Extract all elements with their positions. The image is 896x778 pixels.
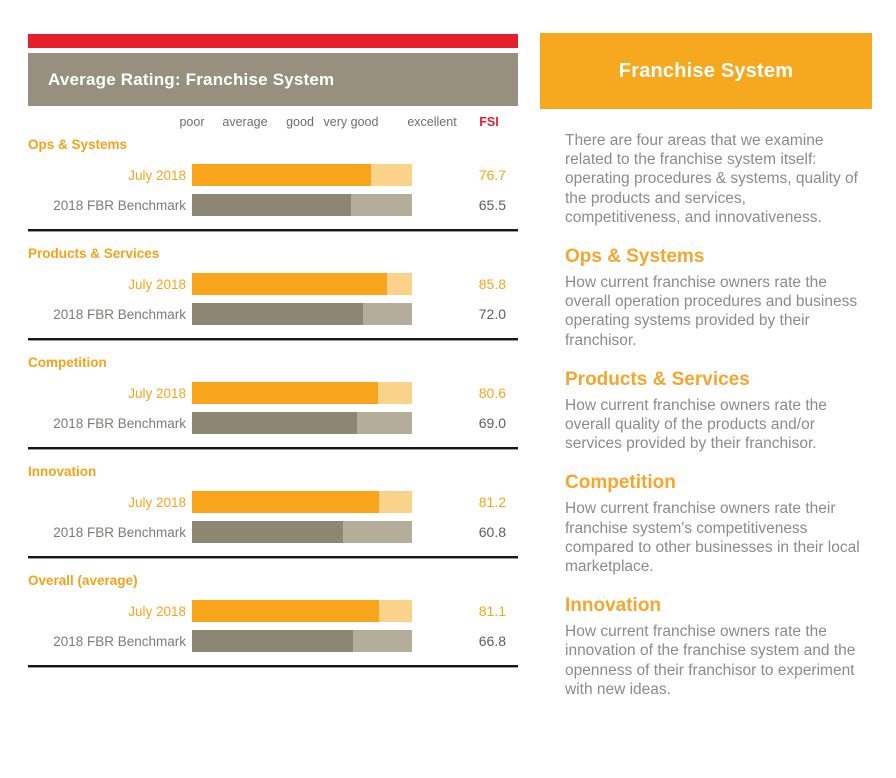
section-divider bbox=[28, 665, 518, 668]
category-heading: Products & Services bbox=[28, 246, 160, 261]
panel-title: Franchise System bbox=[618, 59, 794, 82]
bar-row-benchmark: 2018 FBR Benchmark 72.0 bbox=[28, 303, 518, 325]
series-label: July 2018 bbox=[128, 603, 186, 619]
section-divider bbox=[28, 447, 518, 450]
section-heading-ops-systems: Ops & Systems bbox=[565, 246, 705, 268]
bar-value bbox=[192, 491, 379, 513]
section-divider bbox=[28, 556, 518, 559]
bar-value bbox=[192, 600, 379, 622]
section-text-competition: How current franchise owners rate their … bbox=[565, 500, 860, 575]
bar-value bbox=[192, 521, 343, 543]
bar-track bbox=[192, 521, 412, 543]
bar-row-benchmark: 2018 FBR Benchmark 66.8 bbox=[28, 630, 518, 652]
bar-track bbox=[192, 412, 412, 434]
rating-chart-panel: Average Rating: Franchise System poor av… bbox=[28, 34, 518, 678]
description-panel: Franchise System There are four areas th… bbox=[540, 33, 872, 699]
axis-label-fsi: FSI bbox=[479, 115, 499, 129]
bar-value bbox=[192, 412, 358, 434]
bar-track bbox=[192, 382, 412, 404]
section-heading-competition: Competition bbox=[565, 472, 676, 494]
panel-body: There are four areas that we examine rel… bbox=[540, 109, 872, 699]
chart-section-overall: Overall (average) July 2018 81.1 2018 FB… bbox=[28, 569, 518, 678]
fsi-value: 81.2 bbox=[478, 494, 506, 510]
bar-value bbox=[192, 303, 363, 325]
series-label: July 2018 bbox=[128, 385, 186, 401]
bar-track bbox=[192, 491, 412, 513]
red-accent-bar bbox=[28, 34, 518, 48]
bar-track bbox=[192, 630, 412, 652]
fsi-value: 76.7 bbox=[478, 167, 506, 183]
bar-track bbox=[192, 194, 412, 216]
axis-label-excellent: excellent bbox=[407, 115, 457, 129]
bar-row-july: July 2018 81.2 bbox=[28, 491, 518, 513]
bar-row-july: July 2018 80.6 bbox=[28, 382, 518, 404]
series-label: 2018 FBR Benchmark bbox=[53, 524, 186, 540]
chart-section-ops-systems: Ops & Systems July 2018 76.7 2018 FBR Be… bbox=[28, 133, 518, 242]
axis-label-good: good bbox=[286, 115, 314, 129]
bar-value bbox=[192, 273, 387, 295]
bar-row-benchmark: 2018 FBR Benchmark 65.5 bbox=[28, 194, 518, 216]
chart-section-innovation: Innovation July 2018 81.2 2018 FBR Bench… bbox=[28, 460, 518, 569]
series-label: July 2018 bbox=[128, 167, 186, 183]
axis-labels-row: poor average good very good excellent FS… bbox=[28, 113, 518, 133]
bar-track bbox=[192, 273, 412, 295]
chart-section-products-services: Products & Services July 2018 85.8 2018 … bbox=[28, 242, 518, 351]
bar-row-july: July 2018 81.1 bbox=[28, 600, 518, 622]
bar-row-benchmark: 2018 FBR Benchmark 69.0 bbox=[28, 412, 518, 434]
bar-track bbox=[192, 600, 412, 622]
chart-title: Average Rating: Franchise System bbox=[48, 69, 335, 89]
bar-row-july: July 2018 85.8 bbox=[28, 273, 518, 295]
fsi-value: 69.0 bbox=[478, 415, 506, 431]
axis-label-average: average bbox=[222, 115, 268, 129]
fsi-value: 65.5 bbox=[478, 197, 506, 213]
fsi-value: 80.6 bbox=[478, 385, 506, 401]
category-heading: Innovation bbox=[28, 464, 97, 479]
section-divider bbox=[28, 229, 518, 232]
bar-value bbox=[192, 630, 354, 652]
section-text-ops-systems: How current franchise owners rate the ov… bbox=[565, 273, 858, 349]
bar-value bbox=[192, 382, 378, 404]
series-label: 2018 FBR Benchmark bbox=[53, 415, 186, 431]
series-label: July 2018 bbox=[128, 276, 186, 292]
axis-label-poor: poor bbox=[179, 115, 205, 129]
section-text-innovation: How current franchise owners rate the in… bbox=[565, 623, 856, 698]
series-label: 2018 FBR Benchmark bbox=[53, 197, 186, 213]
fsi-value: 81.1 bbox=[478, 603, 506, 619]
fsi-value: 66.8 bbox=[478, 633, 506, 649]
series-label: July 2018 bbox=[128, 494, 186, 510]
section-heading-innovation: Innovation bbox=[565, 595, 662, 617]
category-heading: Competition bbox=[28, 355, 107, 370]
intro-paragraph: There are four areas that we examine rel… bbox=[565, 132, 858, 226]
bar-value bbox=[192, 194, 352, 216]
category-heading: Overall (average) bbox=[28, 573, 138, 588]
category-heading: Ops & Systems bbox=[28, 137, 128, 152]
axis-label-very-good: very good bbox=[323, 115, 379, 129]
section-heading-products-services: Products & Services bbox=[565, 368, 750, 390]
fsi-value: 72.0 bbox=[478, 306, 506, 322]
bar-row-benchmark: 2018 FBR Benchmark 60.8 bbox=[28, 521, 518, 543]
section-divider bbox=[28, 338, 518, 341]
bar-track bbox=[192, 164, 412, 186]
section-text-products-services: How current franchise owners rate the ov… bbox=[565, 396, 827, 453]
chart-title-bar: Average Rating: Franchise System bbox=[28, 53, 518, 106]
bar-row-july: July 2018 76.7 bbox=[28, 164, 518, 186]
fsi-value: 60.8 bbox=[478, 524, 506, 540]
bar-value bbox=[192, 164, 372, 186]
fsi-value: 85.8 bbox=[478, 276, 506, 292]
series-label: 2018 FBR Benchmark bbox=[53, 633, 186, 649]
series-label: 2018 FBR Benchmark bbox=[53, 306, 186, 322]
chart-section-competition: Competition July 2018 80.6 2018 FBR Benc… bbox=[28, 351, 518, 460]
bar-track bbox=[192, 303, 412, 325]
panel-title-box: Franchise System bbox=[540, 33, 872, 109]
